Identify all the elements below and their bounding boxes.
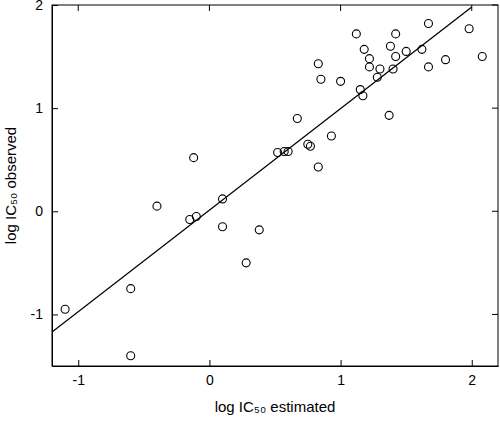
tick-mark [52, 5, 58, 6]
point [314, 163, 322, 171]
tick-mark [52, 108, 58, 109]
point [424, 63, 432, 71]
y-axis: -1 0 1 2 [31, 0, 58, 366]
tick: -1 [31, 306, 58, 322]
tick-label: 1 [337, 372, 345, 388]
point [304, 140, 312, 148]
point [314, 60, 322, 68]
point [153, 202, 161, 210]
tick-mark [52, 211, 58, 212]
point [392, 53, 400, 61]
chart: -1 0 1 2 -1 0 1 2 log IC₅₀ estimated log IC₅₀ obs… [0, 0, 500, 424]
point [127, 285, 135, 293]
point [402, 47, 410, 55]
tick-mark [78, 5, 79, 11]
tick-mark [209, 360, 210, 366]
tick-label: -1 [31, 306, 44, 322]
tick-mark [492, 108, 498, 109]
tick: 1 [35, 100, 58, 116]
fit-line [52, 7, 472, 332]
point [373, 73, 381, 81]
tick-mark [472, 360, 473, 366]
plot-frame [52, 5, 498, 366]
point [392, 30, 400, 38]
point [190, 154, 198, 162]
point [478, 53, 486, 61]
tick-mark [341, 360, 342, 366]
point [442, 56, 450, 64]
tick-mark [492, 211, 498, 212]
tick: 0 [206, 360, 214, 388]
point [317, 75, 325, 83]
point [219, 195, 227, 203]
point [352, 30, 360, 38]
plot-area [52, 7, 486, 360]
point [359, 92, 367, 100]
point [192, 212, 200, 220]
tick-label: 2 [35, 0, 43, 13]
point [337, 77, 345, 85]
point [255, 226, 263, 234]
point [284, 147, 292, 155]
tick-mark [492, 314, 498, 315]
tick: 2 [468, 360, 476, 388]
point [365, 63, 373, 71]
tick-label: 0 [206, 372, 214, 388]
x-axis: -1 0 1 2 [53, 360, 499, 388]
x-axis-title: log IC₅₀ estimated [215, 398, 336, 415]
point [418, 45, 426, 53]
y-axis-title: log IC₅₀ observed [2, 127, 19, 244]
point [127, 352, 135, 360]
point [389, 65, 397, 73]
tick-label: 0 [35, 203, 43, 219]
point [424, 20, 432, 28]
tick-mark [209, 5, 210, 11]
point [376, 65, 384, 73]
point [242, 259, 250, 267]
axis-line [53, 366, 499, 367]
tick: 1 [337, 360, 345, 388]
tick-mark [340, 5, 341, 11]
tick-label: 1 [35, 100, 43, 116]
point [306, 142, 314, 150]
axis-line [52, 6, 53, 367]
point [465, 25, 473, 33]
tick: 0 [35, 203, 58, 219]
tick: 2 [35, 0, 58, 13]
tick-mark [492, 5, 498, 6]
point [365, 55, 373, 63]
tick-label: 2 [468, 372, 476, 388]
point [219, 223, 227, 231]
point [386, 42, 394, 50]
tick-label: -1 [73, 372, 86, 388]
point [61, 305, 69, 313]
tick-mark [52, 314, 58, 315]
tick: -1 [73, 360, 86, 388]
point [385, 111, 393, 119]
point [360, 45, 368, 53]
point [327, 132, 335, 140]
point [293, 114, 301, 122]
tick-mark [78, 360, 79, 366]
